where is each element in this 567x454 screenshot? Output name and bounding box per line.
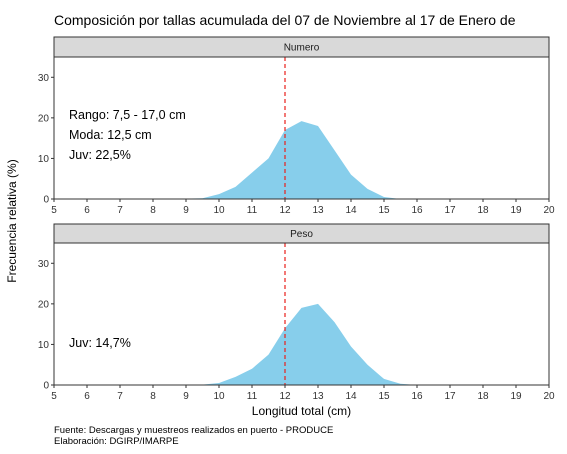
x-tick-label-numero-8: 8: [150, 205, 156, 216]
y-tick-label-peso-20: 20: [38, 299, 50, 310]
x-tick-label-peso-9: 9: [183, 391, 189, 402]
x-tick-label-peso-8: 8: [150, 391, 156, 402]
y-axis-title: Frecuencia relativa (%): [5, 159, 19, 282]
x-tick-label-peso-19: 19: [510, 391, 522, 402]
x-tick-label-numero-10: 10: [213, 205, 225, 216]
annotation-numero-0: Rango: 7,5 - 17,0 cm: [69, 108, 186, 122]
x-tick-label-peso-13: 13: [312, 391, 324, 402]
x-tick-label-peso-17: 17: [444, 391, 456, 402]
x-tick-label-peso-7: 7: [117, 391, 123, 402]
x-tick-label-numero-6: 6: [84, 205, 90, 216]
annotation-numero-1: Moda: 12,5 cm: [69, 128, 152, 142]
x-tick-label-peso-11: 11: [247, 391, 258, 402]
annotation-peso-0: Juv: 14,7%: [69, 336, 131, 350]
x-tick-label-peso-18: 18: [477, 391, 489, 402]
x-tick-label-peso-15: 15: [378, 391, 390, 402]
y-tick-label-numero-10: 10: [38, 154, 50, 165]
x-tick-label-numero-16: 16: [411, 205, 423, 216]
x-tick-label-peso-16: 16: [411, 391, 423, 402]
facet-strip-label-numero: Numero: [284, 43, 320, 54]
panel-border-peso: [53, 242, 550, 386]
source-note-0: Fuente: Descargas y muestreos realizados…: [54, 425, 333, 436]
x-tick-label-numero-7: 7: [117, 205, 123, 216]
x-tick-label-numero-13: 13: [312, 205, 324, 216]
y-tick-label-peso-0: 0: [43, 381, 49, 392]
x-tick-label-numero-15: 15: [378, 205, 390, 216]
chart-title: Composición por tallas acumulada del 07 …: [54, 12, 516, 28]
x-tick-label-numero-20: 20: [543, 205, 555, 216]
annotation-numero-2: Juv: 22,5%: [69, 148, 131, 162]
x-tick-label-peso-14: 14: [345, 391, 357, 402]
panel-border-numero: [53, 56, 550, 200]
x-tick-label-numero-14: 14: [345, 205, 357, 216]
facet-strip-label-peso: Peso: [290, 229, 313, 240]
x-tick-label-numero-12: 12: [279, 205, 291, 216]
y-tick-label-numero-30: 30: [38, 73, 50, 84]
x-axis-title: Longitud total (cm): [252, 404, 351, 418]
x-tick-label-peso-10: 10: [213, 391, 225, 402]
x-tick-label-numero-18: 18: [477, 205, 489, 216]
y-tick-label-peso-30: 30: [38, 259, 50, 270]
x-tick-label-numero-17: 17: [444, 205, 456, 216]
x-tick-label-numero-19: 19: [510, 205, 522, 216]
x-tick-label-peso-20: 20: [543, 391, 555, 402]
x-tick-label-numero-11: 11: [247, 205, 258, 216]
x-tick-label-peso-12: 12: [279, 391, 291, 402]
y-tick-label-peso-10: 10: [38, 340, 50, 351]
source-note-1: Elaboración: DGIRP/IMARPE: [54, 436, 179, 447]
y-tick-label-numero-20: 20: [38, 113, 50, 124]
x-tick-label-numero-5: 5: [51, 205, 57, 216]
area-series-numero: [136, 121, 450, 199]
x-tick-label-peso-5: 5: [51, 391, 57, 402]
area-series-peso: [136, 303, 450, 385]
x-tick-label-numero-9: 9: [183, 205, 189, 216]
x-tick-label-peso-6: 6: [84, 391, 90, 402]
y-tick-label-numero-0: 0: [43, 195, 49, 206]
